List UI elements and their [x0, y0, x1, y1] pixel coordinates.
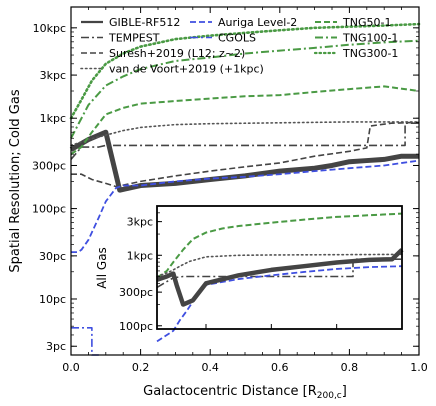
x-tick-label: 1.0	[410, 361, 428, 374]
series-gible-rf512	[69, 129, 419, 193]
legend-label-van-de-voort-2019-1kpc: van de Voort+2019 (+1kpc)	[109, 63, 264, 76]
y-tick-label: 3kpc	[40, 69, 66, 82]
inset-series-tempest	[156, 258, 402, 289]
main-axes: 0.0 0.2 0.4 0.6 0.8 1.03pc10pc30pc100pc300pc1…	[32, 6, 428, 374]
x-tick-label: 0.2	[132, 361, 150, 374]
series-suresh-2019-l12-z-2	[71, 121, 420, 188]
inset-y-tick-label: 1kpc	[127, 249, 153, 262]
x-axis-label-subscript: 200,c	[317, 391, 342, 401]
legend-label-tng50-1: TNG50-1	[342, 16, 391, 29]
legend: GIBLE-RF512 TEMPEST Suresh+2019 (L12; z~2)…	[80, 16, 398, 76]
y-axis-label: Spatial Resolution; Cold Gas	[8, 89, 23, 272]
y-tick-label: 100pc	[32, 203, 66, 216]
legend-label-tng100-1: TNG100-1	[342, 32, 398, 45]
y-tick-label: 30pc	[39, 250, 66, 263]
inset-series-tng50-1	[156, 212, 403, 279]
series-tempest	[70, 122, 419, 160]
legend-label-suresh-2019-l12-z-2: Suresh+2019 (L12; z~2)	[109, 47, 245, 60]
inset-y-tick-label: 100pc	[119, 320, 153, 333]
y-tick-label: 1kpc	[40, 112, 66, 125]
legend-label-cgols: CGOLS	[218, 32, 256, 45]
inset: 100pc 300pc 1kpc 3kpc All Gas	[95, 205, 404, 343]
inset-y-tick-label: 300pc	[119, 286, 153, 299]
inset-series-auriga-level-2	[156, 265, 403, 343]
series-tng50-1	[70, 85, 420, 156]
x-axis-label: Galactocentric Distance [R200,c]	[143, 384, 347, 401]
x-tick-label: 0.0	[62, 361, 80, 374]
series-tng100-1	[70, 39, 420, 139]
legend-label-auriga-level-2: Auriga Level-2	[218, 16, 297, 29]
inset-axes: 100pc 300pc 1kpc 3kpc	[119, 205, 403, 333]
legend-label-tempest: TEMPEST	[108, 32, 160, 45]
inset-frame	[156, 205, 403, 330]
y-tick-label: 300pc	[32, 159, 66, 172]
x-axis-label-main: Galactocentric Distance [R	[143, 384, 317, 399]
y-tick-label: 3pc	[46, 340, 66, 353]
legend-label-gible-rf512: GIBLE-RF512	[109, 16, 180, 29]
inset-y-axis-label: All Gas	[95, 247, 109, 289]
x-tick-label: 0.4	[201, 361, 219, 374]
series-auriga-level-2	[71, 159, 420, 254]
x-tick-label: 0.6	[271, 361, 289, 374]
inset-series-lines	[156, 212, 404, 343]
inset-y-tick-label: 3kpc	[127, 216, 153, 229]
x-tick-label: 0.8	[341, 361, 359, 374]
y-tick-label: 10kpc	[33, 22, 66, 35]
inset-series-gible-rf512	[156, 248, 404, 307]
y-tick-label: 10pc	[39, 293, 66, 306]
x-axis-label-end: ]	[342, 384, 347, 399]
legend-label-tng300-1: TNG300-1	[342, 47, 398, 60]
series-van-de-voort-2019-1kpc	[70, 121, 420, 147]
inset-series-van-de-voort-2019-1kpc	[156, 253, 403, 278]
